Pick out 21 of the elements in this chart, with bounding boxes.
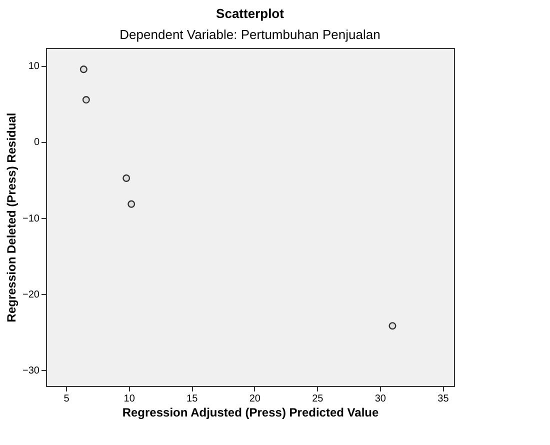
x-tick-label: 25 xyxy=(312,394,324,404)
y-tick-label: −10 xyxy=(22,213,40,224)
y-tick-label: 10 xyxy=(28,61,40,72)
x-tick-label: 20 xyxy=(249,394,261,404)
y-tick-label: 0 xyxy=(34,137,40,148)
point xyxy=(80,66,88,74)
chart-subtitle: Dependent Variable: Pertumbuhan Penjualan xyxy=(120,27,380,42)
y-axis-title: Regression Deleted (Press) Residual xyxy=(4,112,19,322)
chart-title: Scatterplot xyxy=(216,6,285,21)
point xyxy=(128,200,136,208)
point xyxy=(82,96,90,104)
x-tick-label: 30 xyxy=(374,394,386,404)
x-tick-label: 5 xyxy=(64,394,70,404)
point xyxy=(122,174,130,182)
x-tick-label: 15 xyxy=(186,394,198,404)
x-tick-label: 35 xyxy=(438,394,450,404)
y-tick-label: −30 xyxy=(22,366,40,377)
x-tick-label: 10 xyxy=(124,394,136,404)
x-axis-title: Regression Adjusted (Press) Predicted Value xyxy=(122,406,379,420)
point xyxy=(388,322,396,330)
y-tick-label: −20 xyxy=(22,289,40,300)
